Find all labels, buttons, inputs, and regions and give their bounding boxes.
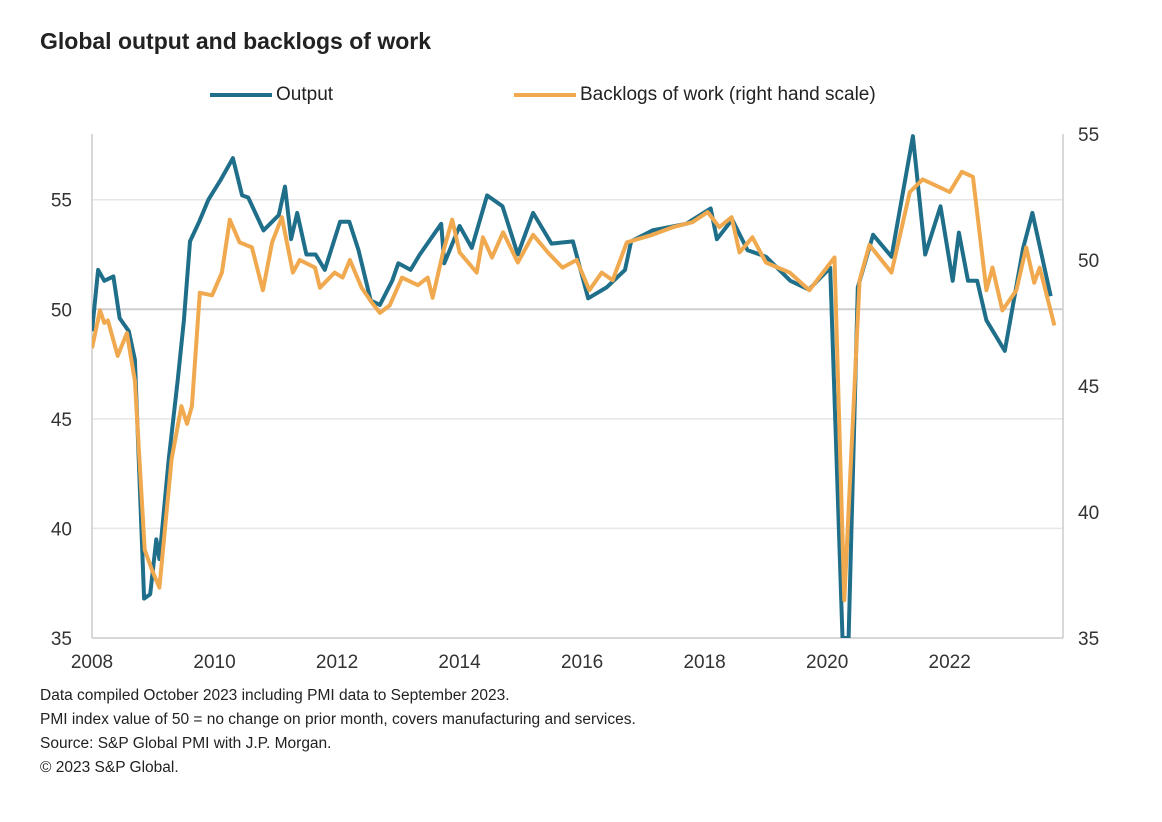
legend-swatch-output bbox=[210, 93, 272, 97]
left-tick-label: 40 bbox=[51, 519, 72, 540]
legend-swatch-backlogs bbox=[514, 93, 576, 97]
note-pmi-definition: PMI index value of 50 = no change on pri… bbox=[40, 711, 636, 728]
note-copyright: © 2023 S&P Global. bbox=[40, 759, 179, 776]
right-tick-label: 50 bbox=[1078, 251, 1099, 272]
footnotes: Data compiled October 2023 including PMI… bbox=[40, 684, 636, 780]
x-tick-label: 2010 bbox=[193, 652, 235, 673]
x-tick-label: 2016 bbox=[561, 652, 603, 673]
series-line-backlogs bbox=[92, 169, 1057, 603]
legend-label-backlogs: Backlogs of work (right hand scale) bbox=[580, 84, 876, 105]
x-tick-label: 2018 bbox=[683, 652, 725, 673]
left-tick-label: 35 bbox=[51, 629, 72, 650]
legend-item-backlogs: Backlogs of work (right hand scale) bbox=[514, 84, 876, 106]
left-tick-label: 50 bbox=[51, 300, 72, 321]
note-source: Source: S&P Global PMI with J.P. Morgan. bbox=[40, 735, 332, 752]
right-tick-label: 45 bbox=[1078, 377, 1099, 398]
note-compiled: Data compiled October 2023 including PMI… bbox=[40, 687, 510, 704]
legend-item-output: Output bbox=[210, 84, 333, 106]
right-tick-label: 55 bbox=[1078, 125, 1099, 146]
right-tick-label: 40 bbox=[1078, 503, 1099, 524]
x-tick-label: 2012 bbox=[316, 652, 358, 673]
left-tick-label: 55 bbox=[51, 191, 72, 212]
legend-label-output: Output bbox=[276, 84, 334, 105]
series-line-output bbox=[92, 134, 1053, 638]
left-tick-label: 45 bbox=[51, 410, 72, 431]
chart-title: Global output and backlogs of work bbox=[40, 28, 432, 54]
x-tick-label: 2008 bbox=[71, 652, 113, 673]
x-tick-label: 2020 bbox=[806, 652, 848, 673]
x-tick-label: 2014 bbox=[438, 652, 481, 673]
right-tick-label: 35 bbox=[1078, 629, 1099, 650]
x-tick-label: 2022 bbox=[929, 652, 971, 673]
